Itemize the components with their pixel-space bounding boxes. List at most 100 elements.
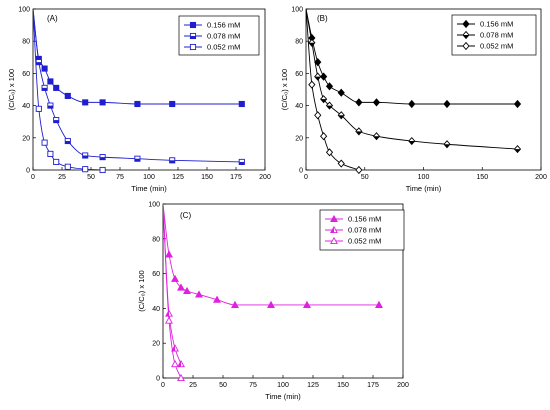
series-markers-3 <box>35 105 106 174</box>
legend-marker <box>330 236 338 245</box>
series-markers-1 <box>308 33 522 109</box>
y-tick-label: 0 <box>26 168 30 175</box>
data-point <box>443 99 451 109</box>
data-point <box>195 290 203 298</box>
data-point <box>375 300 383 308</box>
legend: 0.156 mM 0.078 mM 0.052 mM <box>451 14 537 56</box>
data-point <box>308 80 316 89</box>
data-point-fill <box>326 105 333 109</box>
legend-marker <box>330 214 338 223</box>
panel-label: (C) <box>180 211 191 220</box>
data-point-fill <box>373 136 380 140</box>
data-point <box>64 92 71 99</box>
data-point <box>337 88 345 97</box>
legend-marker <box>462 19 470 29</box>
data-point-fill <box>338 115 345 119</box>
legend-marker-fill <box>463 35 469 39</box>
data-point-fill <box>36 62 42 65</box>
x-tick-label: 150 <box>476 174 488 181</box>
series-markers-2 <box>308 38 522 154</box>
y-tick-label: 20 <box>152 341 160 348</box>
panel-label: (B) <box>317 14 328 23</box>
data-point <box>314 58 322 67</box>
y-axis-title: (C/C₀) x 100 <box>280 69 289 110</box>
data-point <box>355 165 363 175</box>
x-tick-label: 50 <box>87 174 95 181</box>
x-tick-label: 200 <box>397 382 409 389</box>
y-tick-label: 80 <box>152 236 160 243</box>
y-tick-label: 0 <box>299 168 303 175</box>
data-point-fill <box>514 149 521 153</box>
x-tick-label: 100 <box>143 174 155 181</box>
y-tick-label: 80 <box>295 39 303 46</box>
data-point-fill <box>42 87 48 91</box>
series-markers-1 <box>35 55 245 108</box>
x-axis-title: Time (min) <box>265 392 301 401</box>
data-point <box>169 100 176 108</box>
x-tick-label: 125 <box>172 174 184 181</box>
y-axis-title: (C/C₀) x 100 <box>7 69 16 110</box>
data-point <box>41 139 48 146</box>
x-tick-label: 175 <box>230 174 242 181</box>
x-tick-label: 75 <box>249 382 257 389</box>
chart-panel-2: 0 50 100 150 200 0 20 40 60 80 100 Time (min) (C/C₀)… <box>280 7 547 194</box>
x-tick-label: 200 <box>259 174 271 181</box>
series-markers-1 <box>165 250 383 308</box>
x-tick-label: 175 <box>367 382 379 389</box>
x-tick-label: 100 <box>418 174 430 181</box>
x-tick-label: 125 <box>307 382 319 389</box>
y-axis-title: (C/C₀) x 100 <box>137 270 146 311</box>
panel-label: (A) <box>47 14 58 23</box>
data-point <box>372 98 381 107</box>
y-tick-label: 60 <box>295 71 303 78</box>
data-point-fill <box>65 141 71 144</box>
data-point <box>183 286 191 295</box>
data-point-fill <box>47 105 53 109</box>
data-point <box>171 274 179 282</box>
series-markers-2 <box>165 309 185 368</box>
data-point <box>165 316 173 324</box>
legend-marker-fill <box>330 226 334 233</box>
data-point-fill <box>355 131 362 135</box>
data-point <box>99 166 106 174</box>
data-point <box>41 65 48 72</box>
legend-label: 0.156 mM <box>480 20 513 29</box>
data-point <box>171 359 179 368</box>
data-point-fill <box>239 161 245 165</box>
data-point <box>99 99 106 106</box>
data-point <box>35 105 42 112</box>
data-point <box>303 300 311 308</box>
data-point <box>325 82 334 91</box>
data-point <box>408 99 416 109</box>
data-point-fill <box>169 160 175 163</box>
legend-label: 0.078 mM <box>207 32 240 41</box>
data-point <box>314 111 322 120</box>
x-tick-label: 25 <box>189 382 197 389</box>
y-tick-label: 40 <box>152 306 160 313</box>
y-tick-label: 100 <box>291 7 303 14</box>
y-tick-label: 20 <box>22 135 30 142</box>
x-axis-title: Time (min) <box>131 184 167 193</box>
legend-label: 0.156 mM <box>348 215 381 224</box>
data-point <box>47 78 54 85</box>
legend-marker-fill <box>190 36 196 39</box>
x-axis-title: Time (min) <box>406 184 442 193</box>
chart-panel-3: 0 25 50 75 100 125 150 175 200 0 20 40 60 80 100 Time (… <box>137 202 409 402</box>
data-point-fill <box>165 310 169 317</box>
data-point <box>355 98 363 107</box>
x-tick-label: 100 <box>277 382 289 389</box>
data-point-fill <box>53 120 59 123</box>
legend-label: 0.052 mM <box>480 42 513 51</box>
data-point <box>64 163 71 170</box>
legend-label: 0.052 mM <box>207 43 240 52</box>
data-point-fill <box>100 157 106 160</box>
y-tick-label: 40 <box>295 103 303 110</box>
data-point <box>513 99 522 109</box>
x-tick-label: 0 <box>31 174 35 181</box>
data-point <box>231 300 239 308</box>
data-point <box>82 99 89 106</box>
series-markers-3 <box>308 80 363 175</box>
data-point-fill <box>314 76 321 81</box>
x-tick-label: 75 <box>116 174 124 181</box>
x-tick-label: 0 <box>304 174 308 181</box>
